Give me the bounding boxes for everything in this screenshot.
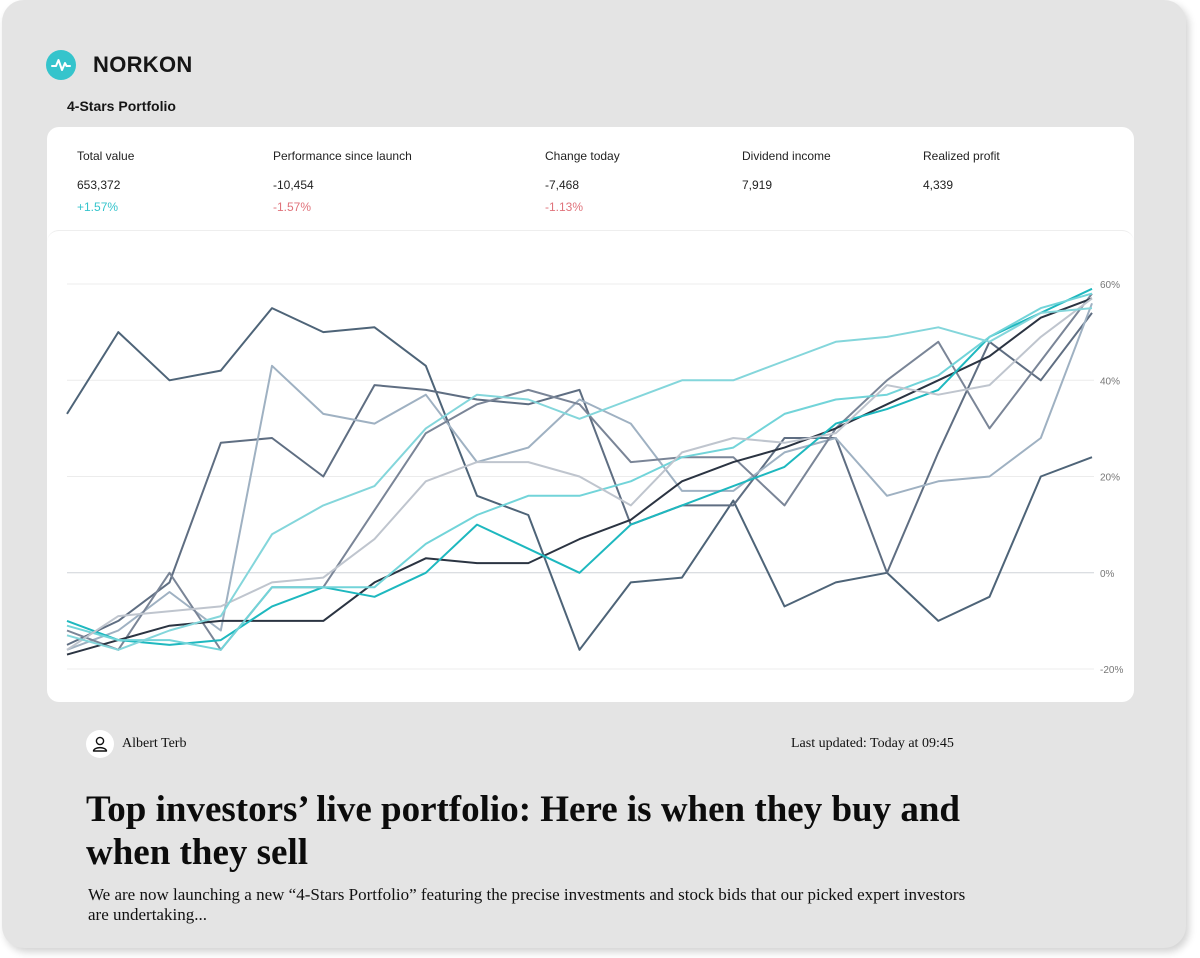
article-lede: We are now launching a new “4-Stars Port…	[88, 885, 966, 924]
stat-value: 4,339	[923, 178, 954, 192]
stat-value: 7,919	[742, 178, 773, 192]
pulse-icon	[46, 50, 76, 80]
series-line-9[interactable]	[66, 307, 1093, 651]
brand[interactable]: NORKON	[46, 50, 193, 80]
portfolio-card: Total value 653,372 +1.57% Performance s…	[47, 127, 1134, 702]
stat-label: Realized profit	[923, 149, 1000, 163]
stat-value: -7,468	[545, 178, 580, 192]
chart-svg: 60% 40% 20% 0% -20%	[66, 280, 1123, 676]
stat-change: +1.57%	[77, 200, 119, 214]
series-line-1[interactable]	[66, 307, 1093, 651]
series-line-7[interactable]	[66, 292, 1093, 651]
series-line-3[interactable]	[66, 302, 1093, 651]
stat-label: Total value	[77, 149, 135, 163]
y-tick-label: -20%	[1100, 665, 1123, 676]
stat-value: -10,454	[273, 178, 314, 192]
stat-change: -1.13%	[545, 200, 584, 214]
author-name[interactable]: Albert Terb	[122, 736, 187, 751]
y-tick-label: 60%	[1100, 280, 1120, 291]
series-line-2[interactable]	[66, 312, 1093, 646]
brand-name: NORKON	[93, 52, 193, 77]
stat-dividend-income: Dividend income 7,919	[742, 149, 831, 194]
stat-change: -1.57%	[273, 200, 312, 214]
stat-label: Dividend income	[742, 149, 831, 163]
series-line-4[interactable]	[66, 292, 1093, 651]
stat-total-value: Total value 653,372 +1.57%	[77, 149, 134, 214]
portfolio-panel: NORKON 4-Stars Portfolio Total value 653…	[2, 0, 1186, 948]
stat-label: Performance since launch	[273, 149, 412, 163]
series-line-5[interactable]	[66, 297, 1093, 656]
stat-value: 653,372	[77, 178, 121, 192]
y-tick-label: 0%	[1100, 569, 1115, 580]
y-tick-label: 20%	[1100, 473, 1120, 484]
y-tick-label: 40%	[1100, 376, 1120, 387]
article-headline[interactable]: Top investors’ live portfolio: Here is w…	[86, 789, 960, 873]
stat-performance: Performance since launch -10,454 -1.57%	[273, 149, 412, 214]
stat-label: Change today	[545, 149, 620, 163]
series-line-8[interactable]	[66, 297, 1093, 651]
user-icon[interactable]	[86, 730, 114, 758]
portfolio-title: 4-Stars Portfolio	[67, 98, 176, 114]
performance-chart[interactable]: 60% 40% 20% 0% -20%	[47, 230, 1134, 703]
stat-change-today: Change today -7,468 -1.13%	[545, 149, 620, 214]
stat-realized-profit: Realized profit 4,339	[923, 149, 1000, 194]
byline: Albert Terb	[86, 730, 186, 758]
last-updated: Last updated: Today at 09:45	[791, 736, 954, 751]
